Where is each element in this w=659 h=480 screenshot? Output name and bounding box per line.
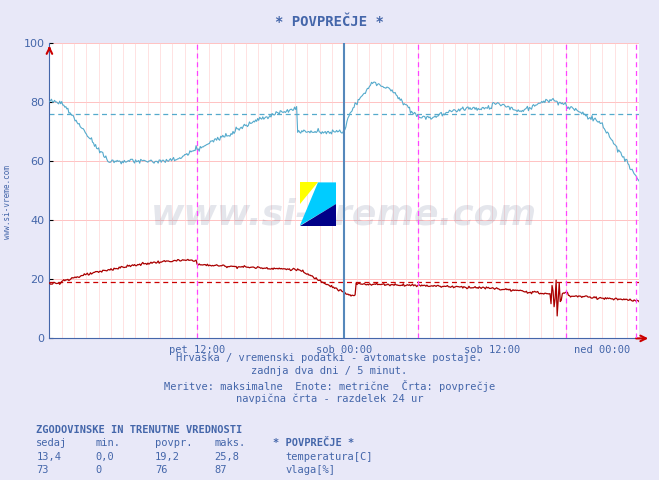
Text: sob 12:00: sob 12:00 xyxy=(464,345,520,355)
Text: min.: min. xyxy=(96,438,121,448)
Polygon shape xyxy=(300,182,318,204)
Text: * POVPREČJE *: * POVPREČJE * xyxy=(275,14,384,29)
Text: maks.: maks. xyxy=(214,438,245,448)
Text: ZGODOVINSKE IN TRENUTNE VREDNOSTI: ZGODOVINSKE IN TRENUTNE VREDNOSTI xyxy=(36,425,243,435)
Text: 25,8: 25,8 xyxy=(214,452,239,462)
Text: ned 00:00: ned 00:00 xyxy=(574,345,631,355)
Text: pet 12:00: pet 12:00 xyxy=(169,345,225,355)
Text: zadnja dva dni / 5 minut.: zadnja dva dni / 5 minut. xyxy=(251,366,408,376)
Text: 0: 0 xyxy=(96,465,101,475)
Text: * POVPREČJE *: * POVPREČJE * xyxy=(273,438,355,448)
Text: www.si-vreme.com: www.si-vreme.com xyxy=(152,197,537,231)
Text: Hrvaška / vremenski podatki - avtomatske postaje.: Hrvaška / vremenski podatki - avtomatske… xyxy=(177,353,482,363)
Text: 87: 87 xyxy=(214,465,227,475)
Text: povpr.: povpr. xyxy=(155,438,192,448)
Text: 13,4: 13,4 xyxy=(36,452,61,462)
Text: 76: 76 xyxy=(155,465,167,475)
Text: sob 00:00: sob 00:00 xyxy=(316,345,372,355)
Text: Meritve: maksimalne  Enote: metrične  Črta: povprečje: Meritve: maksimalne Enote: metrične Črta… xyxy=(164,380,495,392)
Text: navpična črta - razdelek 24 ur: navpična črta - razdelek 24 ur xyxy=(236,393,423,404)
Text: 73: 73 xyxy=(36,465,49,475)
Text: temperatura[C]: temperatura[C] xyxy=(285,452,373,462)
Text: sedaj: sedaj xyxy=(36,438,67,448)
Text: 19,2: 19,2 xyxy=(155,452,180,462)
Polygon shape xyxy=(300,204,336,226)
Polygon shape xyxy=(300,182,336,226)
Text: vlaga[%]: vlaga[%] xyxy=(285,465,335,475)
Text: 0,0: 0,0 xyxy=(96,452,114,462)
Text: www.si-vreme.com: www.si-vreme.com xyxy=(3,165,13,239)
